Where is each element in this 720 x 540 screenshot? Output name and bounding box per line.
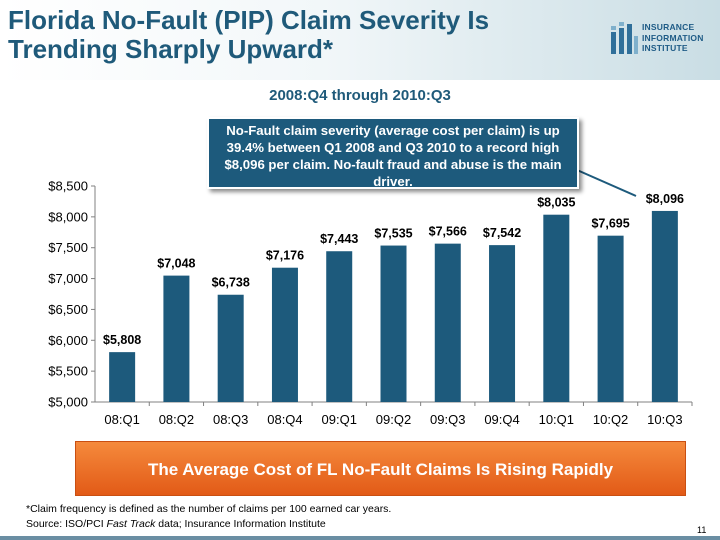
slide-title: Florida No-Fault (PIP) Claim Severity Is… [8, 5, 490, 64]
bar [489, 245, 516, 402]
chart-data-labels: $5,808 $7,048 $6,738 $7,176 $7,443 $7,535 $7,5… [103, 192, 684, 347]
logo-line-2: INFORMATION [642, 32, 704, 43]
bar-value-label: $8,096 [646, 192, 684, 206]
logo-line-1: INSURANCE [642, 22, 695, 32]
bar-value-label: $7,695 [591, 217, 629, 231]
source-prefix: Source: ISO/PCI [26, 518, 107, 530]
x-tick-label: 08:Q3 [213, 412, 248, 427]
bottom-rule [0, 536, 720, 540]
bar [543, 214, 570, 402]
bar-value-label: $7,566 [429, 225, 467, 239]
logo-line-3: INSTITUTE [642, 43, 688, 53]
callout-box: No-Fault claim severity (average cost pe… [207, 117, 579, 189]
bar [380, 245, 407, 402]
source-note: Source: ISO/PCI Fast Track data; Insuran… [26, 518, 326, 530]
x-tick-label: 09:Q4 [484, 412, 519, 427]
summary-banner: The Average Cost of FL No-Fault Claims I… [75, 441, 686, 496]
callout-pointer [576, 169, 637, 197]
x-tick-label: 08:Q1 [104, 412, 139, 427]
y-tick-label: $7,000 [48, 271, 88, 286]
x-tick-label: 10:Q2 [593, 412, 628, 427]
bar [109, 352, 136, 402]
y-tick-label: $5,000 [48, 395, 88, 410]
bar-value-label: $7,443 [320, 232, 358, 246]
chart-subtitle: 2008:Q4 through 2010:Q3 [269, 87, 451, 104]
bar-value-label: $5,808 [103, 333, 141, 347]
page-number: 11 [697, 525, 707, 535]
footnote: *Claim frequency is defined as the numbe… [26, 503, 392, 515]
x-tick-label: 08:Q4 [267, 412, 302, 427]
bar [217, 294, 244, 402]
bar-value-label: $7,176 [266, 249, 304, 263]
chart-bars [109, 210, 678, 402]
x-tick-label: 08:Q2 [159, 412, 194, 427]
bar [597, 235, 624, 402]
chart-axes: $5,000 $5,500 $6,000 $6,500 $7,000 $7,500 $8,0… [48, 179, 693, 427]
x-tick-label: 10:Q3 [647, 412, 682, 427]
bar [651, 210, 678, 402]
y-tick-label: $5,500 [48, 364, 88, 379]
iii-logo: INSURANCE INFORMATION INSTITUTE [610, 22, 714, 56]
iii-logo-icon [611, 22, 638, 54]
bar-value-label: $7,535 [374, 227, 412, 241]
x-tick-label: 09:Q1 [322, 412, 357, 427]
bar-value-label: $7,542 [483, 226, 521, 240]
bar-value-label: $7,048 [157, 257, 195, 271]
x-tick-label: 09:Q2 [376, 412, 411, 427]
x-tick-label: 10:Q1 [539, 412, 574, 427]
bar [271, 267, 298, 402]
source-italic: Fast Track [106, 518, 156, 530]
bar [434, 243, 461, 402]
iii-logo-text: INSURANCE INFORMATION INSTITUTE [642, 22, 704, 54]
bar-value-label: $8,035 [537, 196, 575, 210]
y-tick-label: $8,000 [48, 209, 88, 224]
y-tick-label: $8,500 [48, 179, 88, 194]
summary-banner-text: The Average Cost of FL No-Fault Claims I… [147, 460, 614, 479]
y-tick-label: $6,000 [48, 333, 88, 348]
source-suffix: data; Insurance Information Institute [155, 518, 326, 530]
header-band [0, 0, 720, 80]
bar [163, 275, 190, 402]
y-tick-label: $6,500 [48, 302, 88, 317]
y-tick-label: $7,500 [48, 240, 88, 255]
x-tick-label: 09:Q3 [430, 412, 465, 427]
bar-value-label: $6,738 [212, 276, 250, 290]
bar [326, 251, 353, 402]
